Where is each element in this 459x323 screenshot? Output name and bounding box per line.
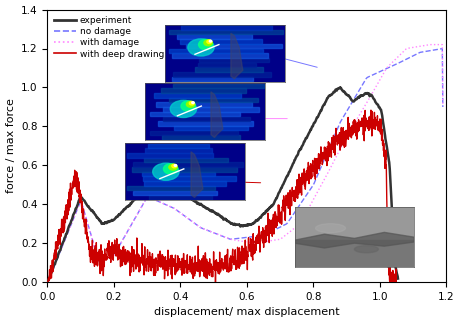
X-axis label: displacement/ max displacement: displacement/ max displacement [154, 307, 339, 318]
Legend: experiment, no damage, with damage, with deep drawing: experiment, no damage, with damage, with… [52, 14, 166, 60]
Y-axis label: force / max force: force / max force [6, 99, 16, 193]
